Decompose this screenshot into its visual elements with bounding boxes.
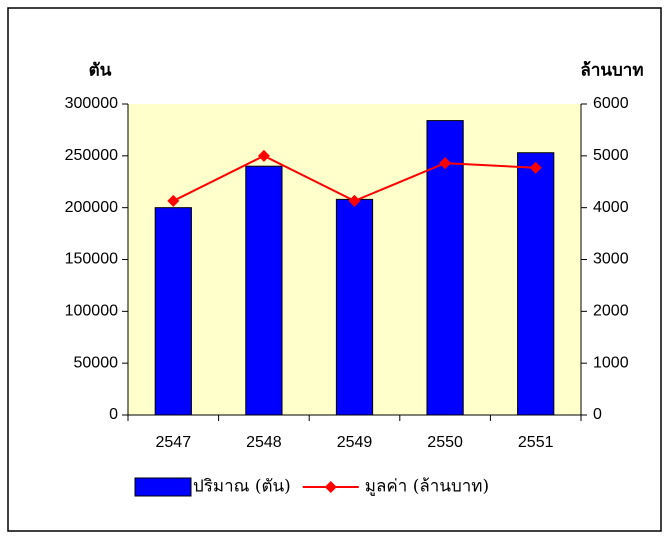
x-tick-label: 2551 (518, 434, 554, 451)
bar (335, 198, 374, 416)
y2-tick-label: 0 (593, 406, 602, 423)
y-axis-label: ตัน (89, 61, 112, 81)
y2-axis-label: ล้านบาท (580, 61, 643, 81)
y-tick-label: 200000 (65, 199, 118, 216)
marker (257, 149, 270, 162)
y-tick-label: 100000 (65, 303, 118, 320)
y-tick-label: 50000 (74, 354, 119, 371)
marker (167, 194, 180, 207)
y2-tick-label: 6000 (593, 95, 629, 112)
y-tick-label: 0 (109, 406, 118, 423)
bar (517, 152, 555, 416)
y2-tick-label: 1000 (593, 354, 629, 371)
marker (529, 161, 542, 174)
y2-tick-label: 5000 (593, 147, 629, 164)
y2-tick-label: 3000 (593, 251, 629, 268)
x-tick-label: 2550 (427, 434, 463, 451)
y2-tick-label: 4000 (593, 199, 629, 216)
bar (245, 165, 283, 416)
legend-marker (324, 481, 337, 493)
legend-label: มูลค่า (ล้านบาท) (365, 477, 489, 497)
bar (426, 120, 464, 416)
marker (348, 194, 361, 207)
legend-swatch (134, 477, 192, 497)
x-tick-label: 2547 (156, 434, 192, 451)
x-tick-label: 2548 (246, 434, 282, 451)
bar (154, 207, 192, 416)
marker (439, 157, 452, 170)
y-tick-label: 250000 (65, 147, 118, 164)
y2-tick-label: 2000 (593, 303, 629, 320)
y-tick-label: 300000 (65, 95, 118, 112)
legend-label: ปริมาณ (ตัน) (193, 477, 291, 497)
y-tick-label: 150000 (65, 251, 118, 268)
x-tick-label: 2549 (337, 434, 373, 451)
